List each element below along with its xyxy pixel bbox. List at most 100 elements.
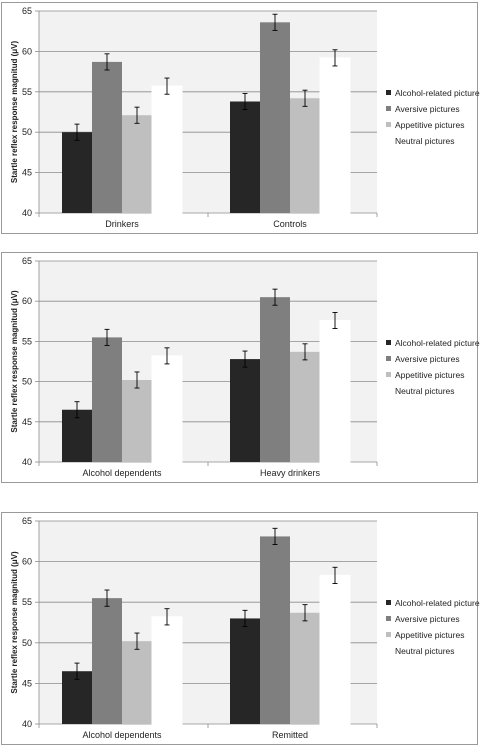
error-bar — [242, 350, 248, 368]
y-tick-label: 55 — [22, 597, 32, 607]
error-bar — [74, 401, 80, 419]
legend-swatch — [386, 356, 391, 361]
y-axis-label: Startle reflex response magnitud (μV) — [10, 290, 19, 433]
bar-3-2 — [290, 98, 320, 213]
legend-swatch — [386, 372, 391, 377]
legend-swatch — [386, 122, 391, 127]
category-label: Drinkers — [105, 219, 139, 229]
bar-2-2 — [260, 536, 290, 724]
bar-2-2 — [260, 22, 290, 214]
error-bar — [332, 312, 338, 329]
y-axis-label: Startle reflex response magnitud (μV) — [10, 41, 19, 184]
bar-3-1 — [122, 641, 152, 724]
legend-swatch — [386, 340, 391, 345]
legend-swatch — [386, 106, 391, 111]
category-label: Remitted — [272, 730, 308, 740]
y-tick-label: 45 — [22, 168, 32, 178]
legend-swatch — [385, 647, 392, 654]
bar-2-1 — [92, 337, 122, 462]
bar-2-1 — [92, 598, 122, 724]
y-tick-label: 40 — [22, 208, 32, 218]
y-tick-label: 60 — [22, 296, 32, 306]
legend-label: Aversive pictures — [395, 354, 460, 364]
error-bar — [104, 589, 110, 607]
bar-4-2 — [319, 57, 351, 214]
bar-4-1 — [151, 355, 183, 463]
legend-label: Alcohol-related pictures — [395, 598, 480, 608]
bar-2-2 — [260, 297, 290, 462]
bar-3-1 — [122, 115, 152, 213]
bar-1-1 — [62, 671, 92, 724]
error-bar — [302, 89, 308, 107]
chart-panel-3: 40 45 50 55 60 65 Startle reflex response magn… — [1, 512, 480, 745]
bar-3-2 — [290, 612, 320, 724]
error-bar — [134, 632, 140, 650]
legend-label: Appetitive pictures — [395, 630, 464, 640]
legend-label: Aversive pictures — [395, 104, 460, 114]
legend-swatch — [385, 137, 392, 144]
legend-swatch — [385, 387, 392, 394]
y-tick-label: 50 — [22, 377, 32, 387]
y-tick-label: 50 — [22, 638, 32, 648]
bar-1-2 — [230, 359, 260, 462]
bar-2-1 — [92, 61, 122, 214]
y-axis-label: Startle reflex response magnitud (μV) — [10, 551, 19, 694]
bar-3-2 — [290, 351, 320, 462]
legend-label: Aversive pictures — [395, 614, 460, 624]
error-bar — [164, 608, 170, 626]
error-bar — [164, 347, 170, 365]
error-bar — [164, 77, 170, 95]
error-bar — [332, 566, 338, 584]
chart-panel-2: 40 45 50 55 60 65 Startle reflex response magn… — [1, 252, 480, 483]
y-tick-label: 55 — [22, 87, 32, 97]
error-bar — [134, 371, 140, 389]
chart-panel-1: 40 45 50 55 60 65 Startle reflex response magn… — [1, 2, 480, 234]
y-tick-label: 50 — [22, 127, 32, 137]
category-label: Alcohol dependents — [82, 468, 162, 478]
error-bar — [302, 604, 308, 622]
error-bar — [104, 328, 110, 346]
bar-1-1 — [62, 132, 92, 213]
bar-1-2 — [230, 618, 260, 724]
legend-label: Appetitive pictures — [395, 370, 464, 380]
legend-swatch — [386, 90, 391, 95]
legend-label: Alcohol-related pictures — [395, 338, 480, 348]
bar-4-1 — [151, 616, 183, 725]
error-bar — [302, 343, 308, 361]
error-bar — [272, 527, 278, 545]
category-label: Alcohol dependents — [82, 730, 162, 740]
legend-label: Neutral pictures — [395, 136, 455, 146]
bar-1-2 — [230, 101, 260, 213]
y-tick-label: 60 — [22, 46, 32, 56]
y-tick-label: 65 — [22, 6, 32, 16]
y-tick-label: 60 — [22, 557, 32, 567]
legend-label: Neutral pictures — [395, 386, 455, 396]
y-tick-label: 45 — [22, 417, 32, 427]
error-bar — [242, 609, 248, 628]
bar-4-1 — [151, 85, 183, 214]
y-tick-label: 55 — [22, 336, 32, 346]
y-tick-label: 45 — [22, 678, 32, 688]
error-bar — [242, 92, 248, 111]
legend-label: Alcohol-related pictures — [395, 88, 480, 98]
bar-1-1 — [62, 409, 92, 462]
bar-3-1 — [122, 379, 152, 462]
legend-label: Appetitive pictures — [395, 120, 464, 130]
error-bar — [332, 49, 338, 67]
error-bar — [134, 106, 140, 124]
legend-label: Neutral pictures — [395, 646, 455, 656]
legend-swatch — [386, 632, 391, 637]
legend-swatch — [386, 600, 391, 605]
bar-4-2 — [319, 319, 351, 463]
error-bar — [74, 662, 80, 680]
legend-swatch — [386, 616, 391, 621]
category-label: Heavy drinkers — [260, 468, 321, 478]
error-bar — [272, 13, 278, 31]
y-tick-label: 40 — [22, 457, 32, 467]
error-bar — [272, 288, 278, 306]
y-tick-label: 65 — [22, 256, 32, 266]
category-label: Controls — [273, 219, 307, 229]
error-bar — [74, 123, 80, 141]
y-tick-label: 40 — [22, 719, 32, 729]
